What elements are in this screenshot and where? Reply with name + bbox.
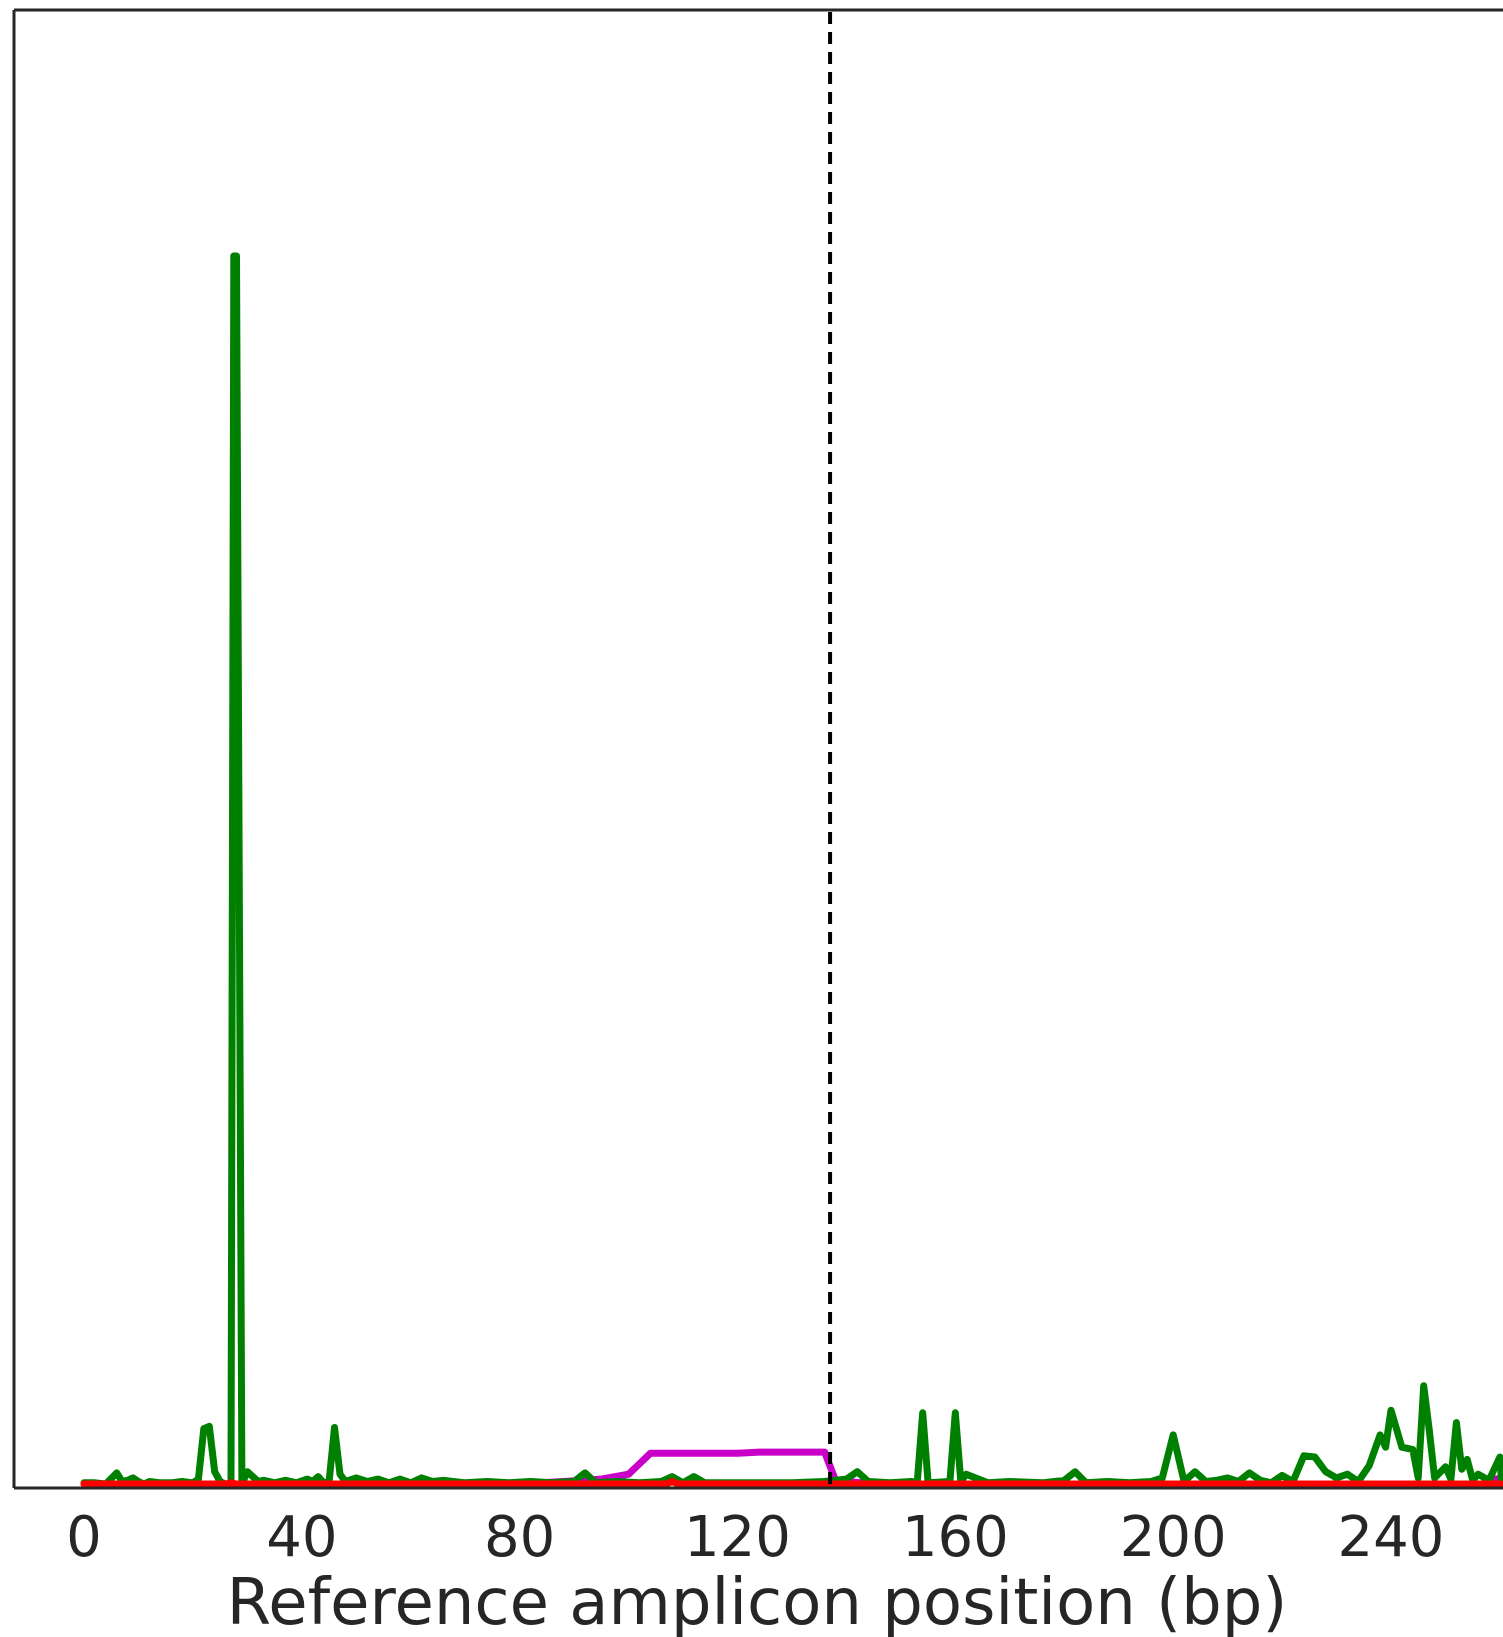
x-axis-ticks: 0 40 80 120 160 200 240 (66, 1505, 1444, 1570)
series-line-2 (80, 252, 1503, 1488)
plot-background (14, 10, 1503, 1488)
x-tick-label: 160 (902, 1505, 1009, 1570)
x-axis-label: Reference amplicon position (bp) (227, 1566, 1288, 1637)
x-tick-label: 40 (266, 1505, 337, 1570)
series-line-3 (80, 1478, 1503, 1488)
x-tick-label: 80 (484, 1505, 555, 1570)
x-tick-label: 240 (1338, 1505, 1445, 1570)
x-tick-label: 0 (66, 1505, 102, 1570)
x-tick-label: 120 (684, 1505, 791, 1570)
x-tick-label: 200 (1120, 1505, 1227, 1570)
plot-frame (12, 8, 1503, 1490)
series-layer (80, 252, 1503, 1488)
